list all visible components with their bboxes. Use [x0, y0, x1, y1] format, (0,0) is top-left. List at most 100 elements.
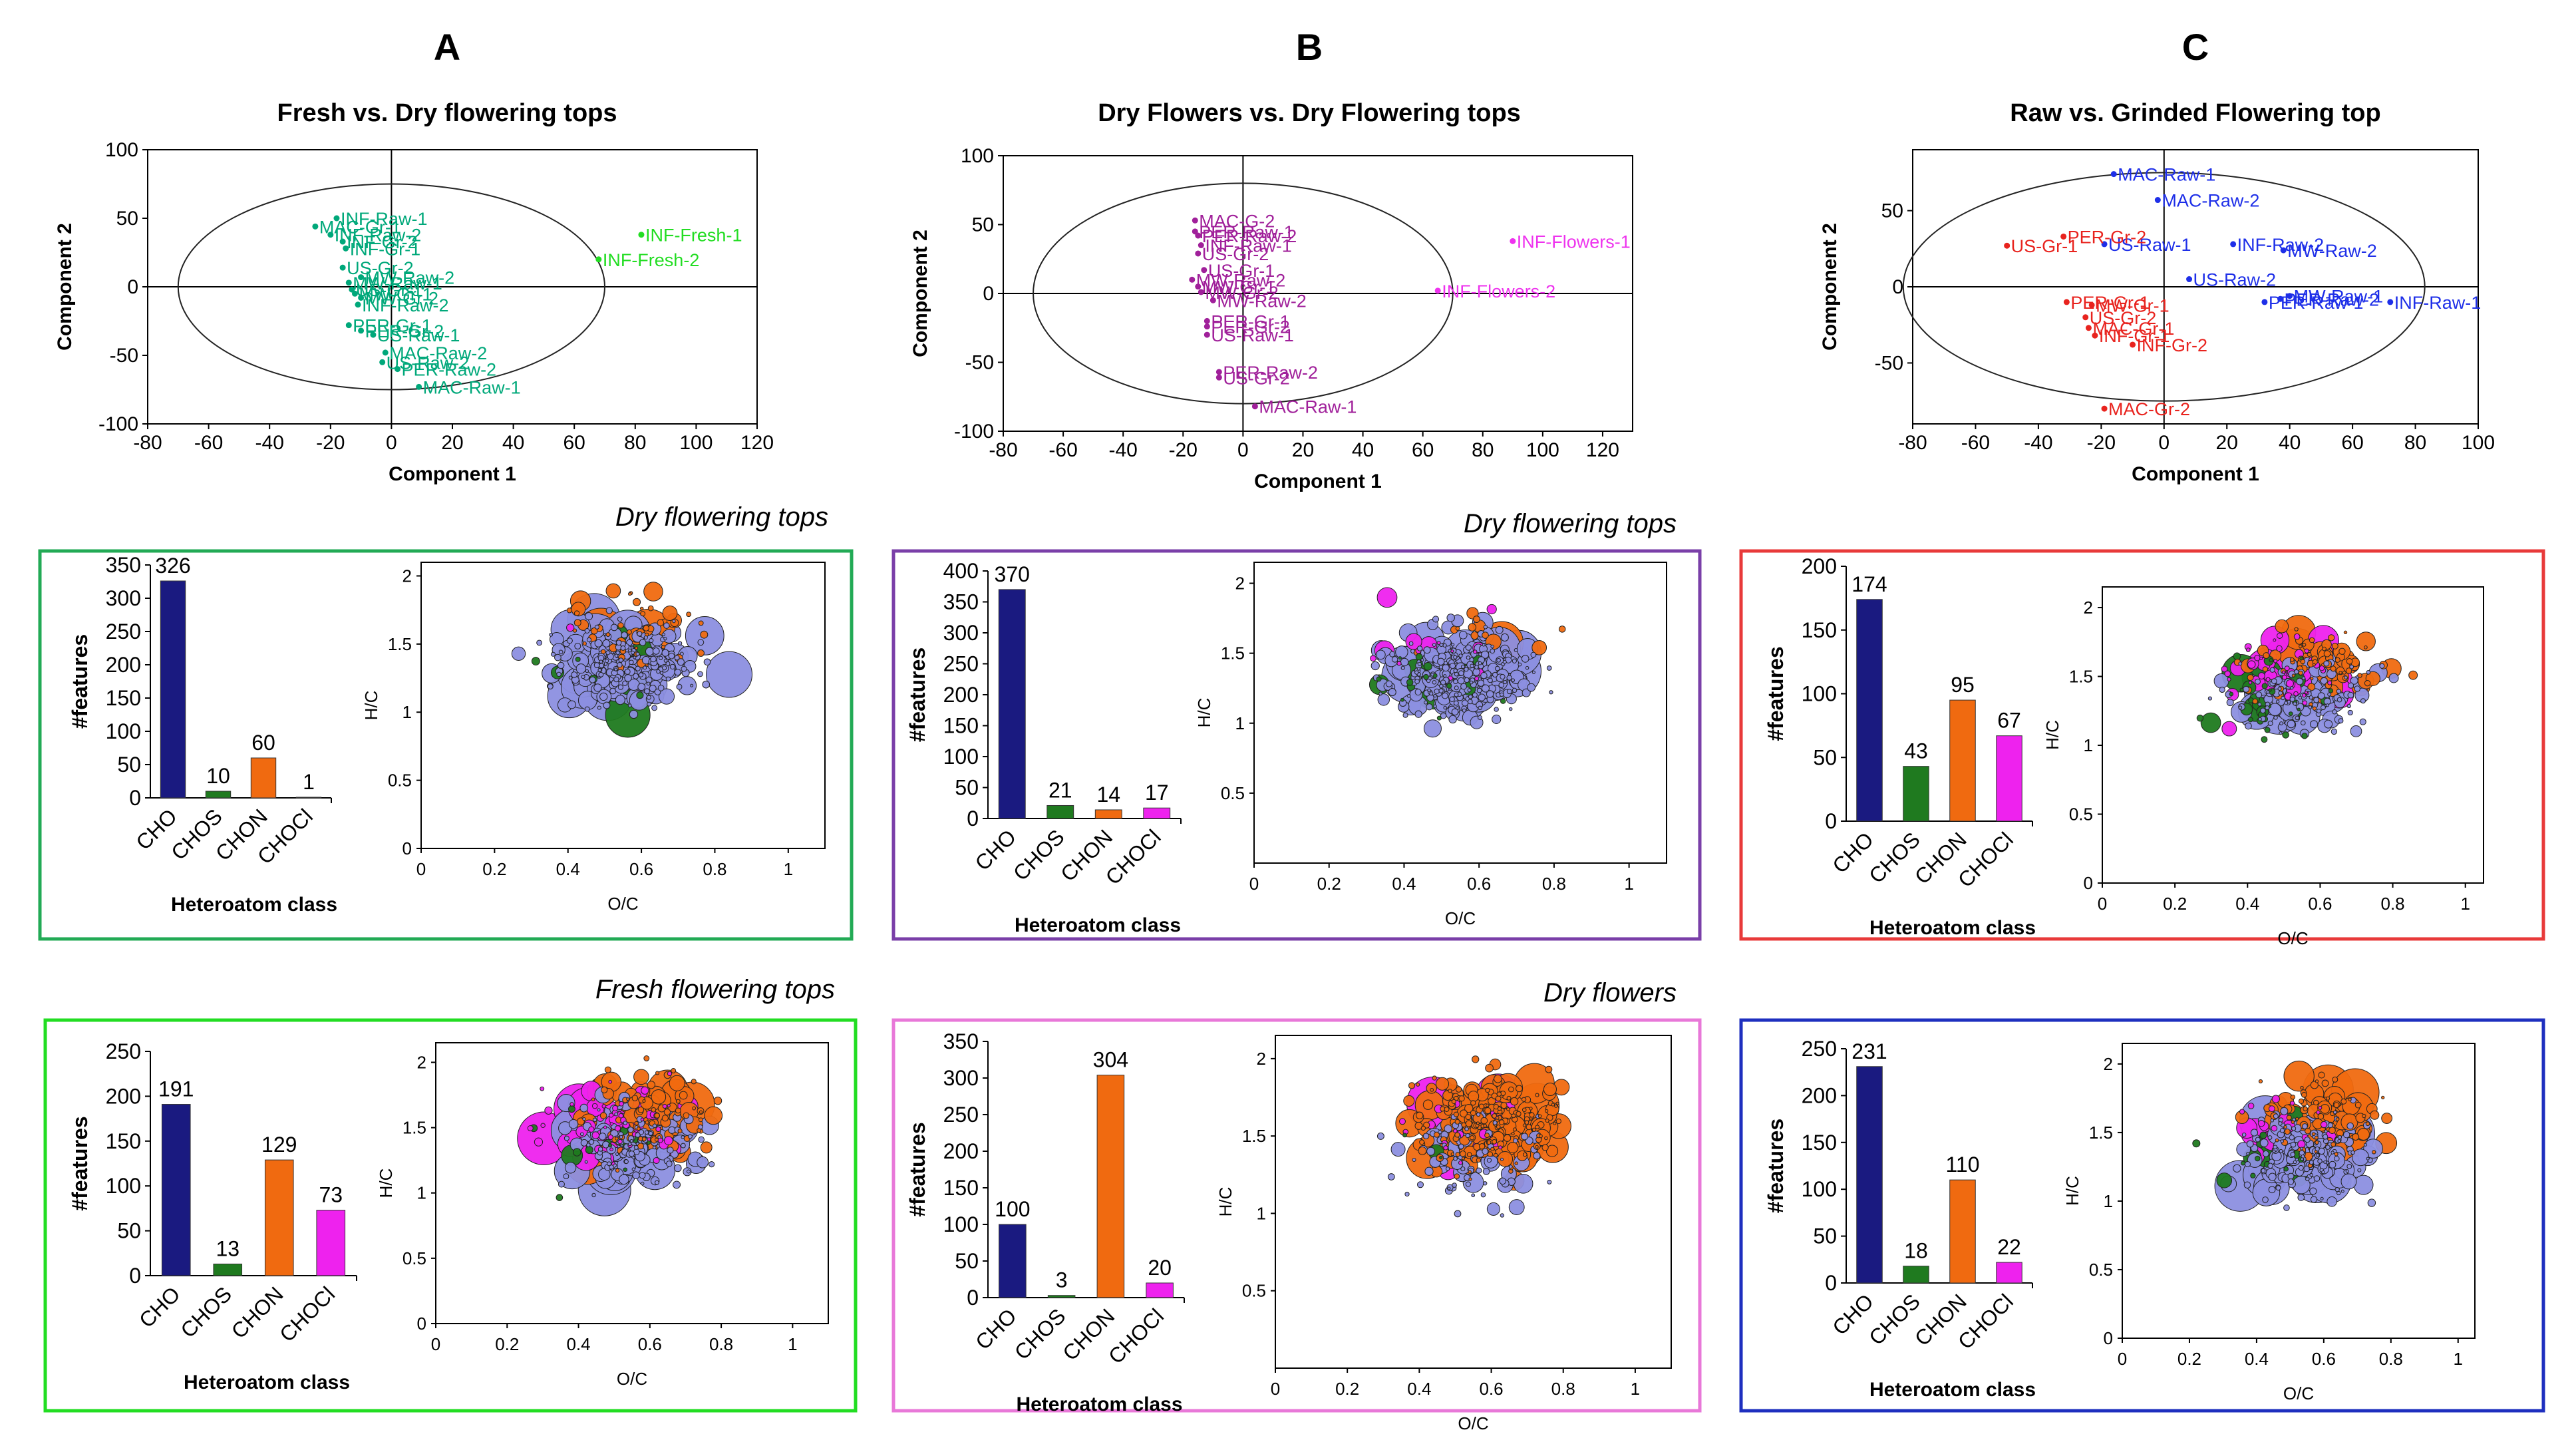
- pca-point-label: INF-Raw-1: [1205, 236, 1292, 256]
- vk-bubble: [1494, 707, 1499, 712]
- pca-point: [2110, 171, 2117, 178]
- vk-bubble: [673, 1164, 682, 1173]
- vk-bubble: [1482, 1181, 1488, 1186]
- vk-bubble: [1408, 1082, 1416, 1089]
- vk-bubble: [1545, 1118, 1549, 1123]
- vk-bubble: [1452, 1182, 1457, 1188]
- pca-xtick-label: 80: [624, 432, 646, 454]
- vk-bubble: [1549, 690, 1553, 695]
- vk-bubble: [2282, 731, 2289, 739]
- pca-point-label: MAC-Raw-2: [2162, 191, 2259, 211]
- vk-bubble: [2268, 688, 2272, 692]
- vk-bubble: [2268, 1186, 2276, 1194]
- vk-bubble: [1443, 705, 1447, 710]
- vk-bubble: [639, 1172, 646, 1179]
- vk-bubble: [2262, 1196, 2269, 1203]
- vk-bubble: [2271, 1095, 2280, 1103]
- bar-value-label: 13: [216, 1236, 240, 1260]
- vk-bubble: [573, 619, 581, 627]
- vk-bubble: [1492, 1113, 1498, 1119]
- bar-CHO: [160, 580, 186, 799]
- vk-bubble: [2275, 1138, 2279, 1143]
- vk-bubble: [609, 1122, 614, 1126]
- bar-CHOS: [1047, 1295, 1076, 1298]
- vk-bubble: [2259, 1139, 2269, 1147]
- vk-bubble: [1521, 1097, 1527, 1102]
- bar-value-label: 1: [303, 770, 315, 794]
- pca-point-label: PER-Gr-2: [2068, 227, 2147, 247]
- vk-bubble: [636, 1127, 641, 1131]
- vk-bubble: [2246, 1152, 2250, 1156]
- vk-bubble: [2320, 705, 2326, 711]
- vk-bubble: [1486, 1140, 1492, 1145]
- vk-xtick-label: 0.2: [2163, 894, 2187, 914]
- vk-bubble: [2330, 665, 2336, 672]
- pca-point-label: US-Gr-2: [1202, 244, 1269, 264]
- vk-bubble: [2290, 685, 2294, 690]
- vk-bubble: [1430, 1087, 1434, 1092]
- vk-bubble: [612, 1105, 619, 1111]
- vk-bubble: [1522, 688, 1531, 697]
- vk-bubble: [2336, 697, 2342, 703]
- vk-bubble: [2261, 736, 2268, 743]
- vk-bubble: [1444, 1107, 1450, 1112]
- vk-bubble: [1454, 1173, 1460, 1180]
- vk-bubble: [2288, 711, 2293, 717]
- pca-xtick-label: 100: [1526, 439, 1559, 461]
- vk-xtick-label: 1: [1631, 1379, 1640, 1399]
- vk-bubble: [1524, 1120, 1530, 1125]
- vk-bubble: [1454, 1132, 1460, 1138]
- vk-bubble: [2283, 1204, 2290, 1211]
- bar-ytick-label: 150: [1802, 1131, 1837, 1155]
- vk-bubble: [1546, 665, 1552, 671]
- bar-chart-C_mid: 050100150200174CHO43CHOS95CHON67CHOClHet…: [1764, 554, 2036, 939]
- vk-bubble: [1521, 1133, 1529, 1141]
- vk-bubble: [605, 632, 611, 637]
- vk-bubble: [663, 637, 667, 641]
- vk-bubble: [2350, 676, 2358, 685]
- bar-category-label: CHOS: [1864, 1289, 1925, 1350]
- vk-bubble: [2303, 1106, 2308, 1111]
- bar-chart-A_bot: 050100150200250191CHO13CHOS129CHON73CHOC…: [68, 1039, 357, 1393]
- vk-bubble: [658, 655, 663, 660]
- bar-ytick-label: 200: [1802, 554, 1837, 578]
- vk-bubble: [672, 619, 676, 624]
- vk-bubble: [615, 639, 622, 646]
- pca-xtick-label: 120: [1586, 439, 1619, 461]
- vk-bubble: [2367, 1198, 2376, 1207]
- vk-bubble: [591, 1131, 600, 1139]
- vk-bubble: [1427, 688, 1432, 693]
- vk-bubble: [609, 1147, 613, 1152]
- vk-bubble: [2298, 1098, 2305, 1104]
- vk-bubble: [1450, 649, 1454, 653]
- vk-bubble: [2289, 657, 2295, 662]
- vk-bubble: [2287, 1173, 2295, 1180]
- vk-bubble: [614, 653, 619, 658]
- pca-xtick-label: -20: [316, 432, 345, 454]
- vk-bubble: [1453, 655, 1458, 659]
- vk-points: [1368, 587, 1566, 738]
- vk-bubble: [627, 648, 632, 653]
- vk-bubble: [1498, 1145, 1503, 1150]
- bar-CHOCl: [1143, 807, 1171, 819]
- bar-category-label: CHOCl: [275, 1282, 339, 1346]
- vk-bubble: [2290, 1094, 2296, 1100]
- vk-bubble: [2250, 1173, 2256, 1178]
- vk-bubble: [1420, 1125, 1426, 1131]
- vk-bubble: [656, 669, 661, 674]
- pca-xtick-label: 20: [2216, 432, 2238, 454]
- pca-point: [1434, 287, 1441, 294]
- vk-bubble: [511, 646, 526, 661]
- vk-bubble: [2291, 673, 2295, 677]
- pca-xtick-label: 40: [1352, 439, 1374, 461]
- bar-xlabel: Heteroatom class: [1015, 914, 1181, 936]
- pca-point-label: US-Gr-1: [356, 280, 423, 300]
- vk-bubble: [646, 681, 651, 686]
- vk-bubble: [1453, 1129, 1458, 1133]
- vk-points: [511, 582, 752, 738]
- vk-bubble: [584, 1160, 588, 1164]
- vk-bubble: [654, 1113, 660, 1119]
- vk-bubble: [1471, 1193, 1476, 1198]
- vk-bubble: [1453, 1156, 1458, 1161]
- vk-bubble: [1448, 715, 1457, 724]
